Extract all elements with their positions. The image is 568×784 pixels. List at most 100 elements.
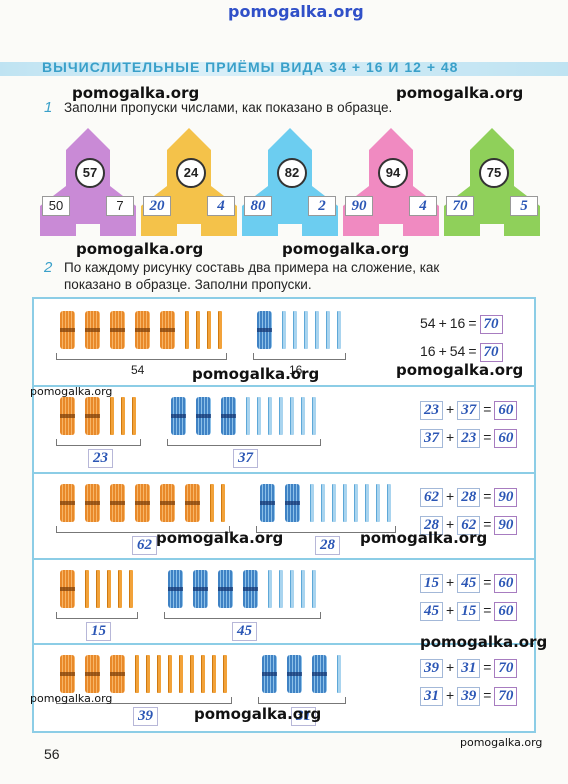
tens-bundle [160, 484, 175, 522]
unit-stick [210, 484, 214, 522]
unit-stick [246, 397, 250, 435]
tens-bundle [260, 484, 275, 522]
rocket-tens-box: 50 [42, 196, 70, 216]
sum-box[interactable]: 60 [494, 574, 518, 593]
left-count[interactable]: 62 [132, 536, 157, 555]
right-count[interactable]: 45 [232, 622, 257, 641]
unit-stick [376, 484, 380, 522]
rocket-tens-box[interactable]: 90 [345, 196, 373, 216]
unit-stick [212, 655, 216, 693]
equation-1: 23 +37 = 60 [420, 401, 518, 420]
addend-2[interactable]: 31 [457, 659, 481, 678]
sum-box[interactable]: 90 [494, 488, 518, 507]
addend-2[interactable]: 39 [457, 687, 481, 706]
equals-sign: = [483, 574, 492, 590]
addend-1: 54 [420, 315, 436, 331]
sum-box[interactable]: 70 [479, 315, 503, 334]
rocket-sum: 24 [176, 158, 206, 188]
addend-2[interactable]: 62 [457, 516, 481, 535]
right-brace [164, 612, 321, 619]
exercise-1-text: Заполни пропуски числами, как показано в… [64, 100, 393, 115]
plus-sign: + [446, 659, 455, 675]
sum-box[interactable]: 70 [494, 687, 518, 706]
addend-1[interactable]: 15 [420, 574, 443, 593]
sum-box[interactable]: 60 [494, 401, 518, 420]
sum-box[interactable]: 70 [479, 343, 503, 362]
exercise-2-text-line1: По каждому рисунку составь два примера н… [64, 260, 440, 275]
equals-sign: = [483, 659, 492, 675]
addend-2[interactable]: 37 [457, 401, 481, 420]
rocket-sum: 82 [277, 158, 307, 188]
unit-stick [146, 655, 150, 693]
sum-box[interactable]: 60 [494, 602, 518, 621]
tens-bundle [135, 484, 150, 522]
right-count[interactable]: 31 [291, 707, 316, 726]
unit-stick [293, 311, 297, 349]
rocket-units-box[interactable]: 5 [510, 196, 538, 216]
left-brace [56, 526, 230, 533]
rocket-tens-box[interactable]: 70 [446, 196, 474, 216]
sum-box[interactable]: 90 [494, 516, 518, 535]
right-count[interactable]: 28 [315, 536, 340, 555]
addend-1[interactable]: 45 [420, 602, 443, 621]
rocket-units-box[interactable]: 4 [409, 196, 437, 216]
left-count[interactable]: 23 [88, 449, 113, 468]
tens-bundle [185, 484, 200, 522]
unit-stick [365, 484, 369, 522]
tens-bundle [110, 484, 125, 522]
unit-stick [110, 397, 114, 435]
unit-stick [301, 397, 305, 435]
addend-1[interactable]: 62 [420, 488, 443, 507]
unit-stick [321, 484, 325, 522]
unit-stick [207, 311, 211, 349]
row-divider [34, 558, 534, 560]
left-count[interactable]: 39 [133, 707, 158, 726]
tens-bundle [60, 484, 75, 522]
right-count[interactable]: 37 [233, 449, 258, 468]
tens-bundle [160, 311, 175, 349]
unit-stick [190, 655, 194, 693]
sum-box[interactable]: 70 [494, 659, 518, 678]
equals-sign: = [483, 516, 492, 532]
unit-stick [290, 570, 294, 608]
addend-1[interactable]: 23 [420, 401, 443, 420]
unit-stick [312, 397, 316, 435]
tens-bundle [221, 397, 236, 435]
addend-1[interactable]: 37 [420, 429, 443, 448]
addend-2[interactable]: 28 [457, 488, 481, 507]
watermark: pomogalka.org [30, 692, 113, 705]
rocket-tens-box[interactable]: 80 [244, 196, 272, 216]
tens-bundle [85, 655, 100, 693]
unit-stick [129, 570, 133, 608]
page-title: ВЫЧИСЛИТЕЛЬНЫЕ ПРИЁМЫ ВИДА 34 + 16 И 12 … [42, 59, 459, 75]
addend-1[interactable]: 28 [420, 516, 443, 535]
rocket: 82 80 2 [242, 128, 338, 236]
rocket: 57 50 7 [40, 128, 136, 236]
watermark: pomogalka.org [396, 84, 524, 102]
equals-sign: = [483, 401, 492, 417]
plus-sign: + [446, 516, 455, 532]
addend-2[interactable]: 15 [457, 602, 481, 621]
rocket-tens-box[interactable]: 20 [143, 196, 171, 216]
addend-2[interactable]: 45 [457, 574, 481, 593]
rocket-units-box[interactable]: 4 [207, 196, 235, 216]
sum-box[interactable]: 60 [494, 429, 518, 448]
watermark: pomogalka.org [194, 705, 322, 723]
tens-bundle [60, 570, 75, 608]
rocket-units-box[interactable]: 2 [308, 196, 336, 216]
watermark: pomogalka.org [76, 240, 204, 258]
unit-stick [132, 397, 136, 435]
rocket-sum: 57 [75, 158, 105, 188]
tens-bundle [85, 397, 100, 435]
addend-2[interactable]: 23 [457, 429, 481, 448]
watermark: pomogalka.org [72, 84, 200, 102]
unit-stick [354, 484, 358, 522]
left-count[interactable]: 15 [86, 622, 111, 641]
tens-bundle [85, 484, 100, 522]
unit-stick [290, 397, 294, 435]
row-divider [34, 643, 534, 645]
unit-stick [343, 484, 347, 522]
equation-2: 31 +39 = 70 [420, 687, 518, 706]
addend-1[interactable]: 39 [420, 659, 443, 678]
addend-1[interactable]: 31 [420, 687, 443, 706]
